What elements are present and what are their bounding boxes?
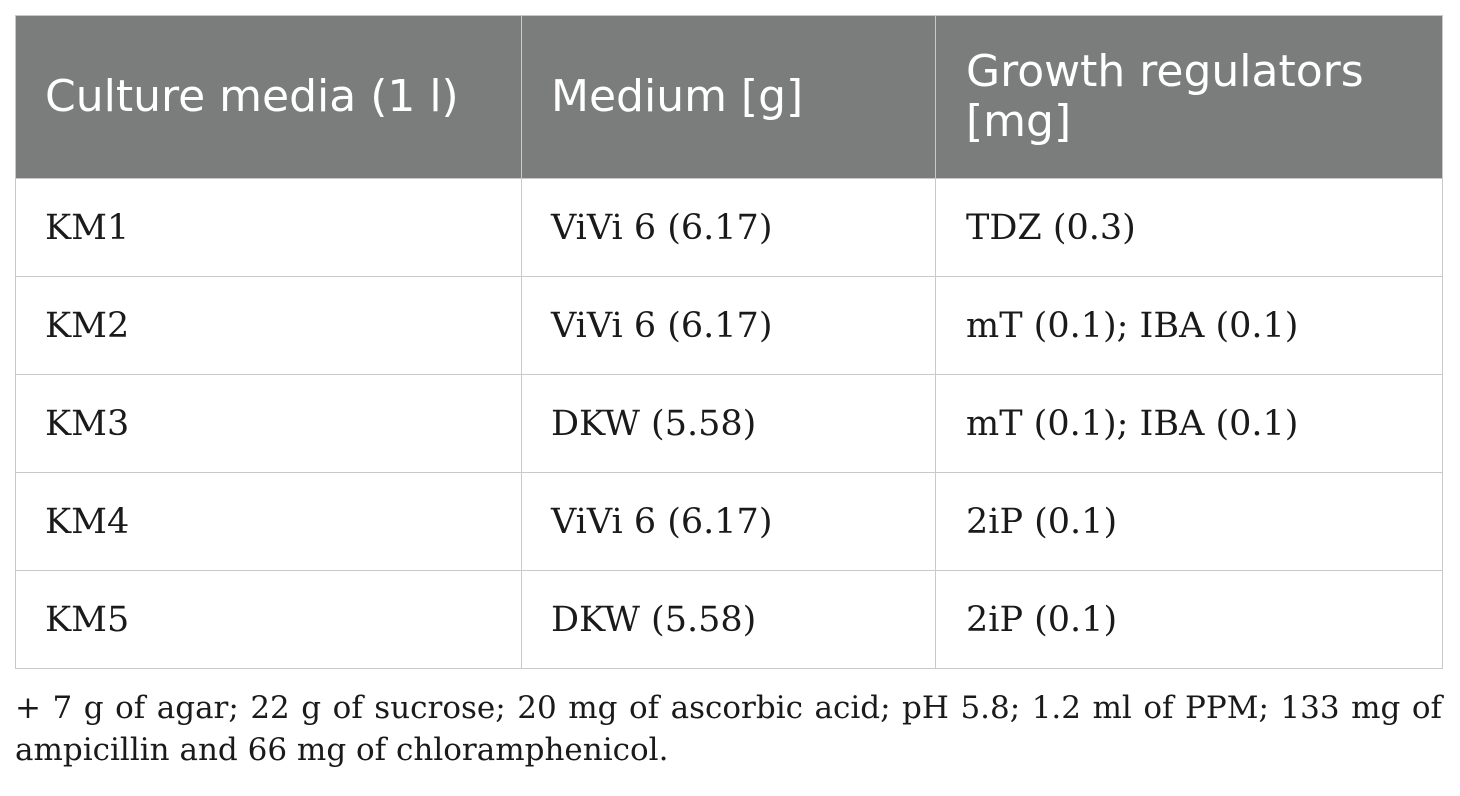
cell-growth-regulators: mT (0.1); IBA (0.1) — [935, 374, 1443, 473]
cell-medium: ViVi 6 (6.17) — [521, 472, 936, 571]
cell-growth-regulators: 2iP (0.1) — [935, 472, 1443, 571]
header-growth-regulators: Growth regulators [mg] — [935, 15, 1443, 179]
cell-culture-media: KM1 — [15, 178, 522, 277]
culture-media-table-container: Culture media (1 l) Medium [g] Growth re… — [15, 15, 1443, 669]
cell-growth-regulators: TDZ (0.3) — [935, 178, 1443, 277]
table-footnote: + 7 g of agar; 22 g of sucrose; 20 mg of… — [15, 690, 1442, 768]
cell-medium: DKW (5.58) — [521, 374, 936, 473]
table-row: KM4 ViVi 6 (6.17) 2iP (0.1) — [15, 472, 1443, 571]
cell-culture-media: KM5 — [15, 570, 522, 669]
cell-growth-regulators: mT (0.1); IBA (0.1) — [935, 276, 1443, 375]
cell-medium: ViVi 6 (6.17) — [521, 178, 936, 277]
culture-media-table: Culture media (1 l) Medium [g] Growth re… — [15, 15, 1443, 669]
header-row: Culture media (1 l) Medium [g] Growth re… — [15, 15, 1443, 179]
cell-medium: DKW (5.58) — [521, 570, 936, 669]
table-body: KM1 ViVi 6 (6.17) TDZ (0.3) KM2 ViVi 6 (… — [15, 178, 1443, 669]
table-row: KM3 DKW (5.58) mT (0.1); IBA (0.1) — [15, 374, 1443, 473]
cell-culture-media: KM3 — [15, 374, 522, 473]
header-medium: Medium [g] — [521, 15, 936, 179]
table-row: KM1 ViVi 6 (6.17) TDZ (0.3) — [15, 178, 1443, 277]
table-header: Culture media (1 l) Medium [g] Growth re… — [15, 15, 1443, 179]
table-row: KM2 ViVi 6 (6.17) mT (0.1); IBA (0.1) — [15, 276, 1443, 375]
table-row: KM5 DKW (5.58) 2iP (0.1) — [15, 570, 1443, 669]
header-culture-media: Culture media (1 l) — [15, 15, 522, 179]
cell-medium: ViVi 6 (6.17) — [521, 276, 936, 375]
cell-growth-regulators: 2iP (0.1) — [935, 570, 1443, 669]
cell-culture-media: KM4 — [15, 472, 522, 571]
cell-culture-media: KM2 — [15, 276, 522, 375]
